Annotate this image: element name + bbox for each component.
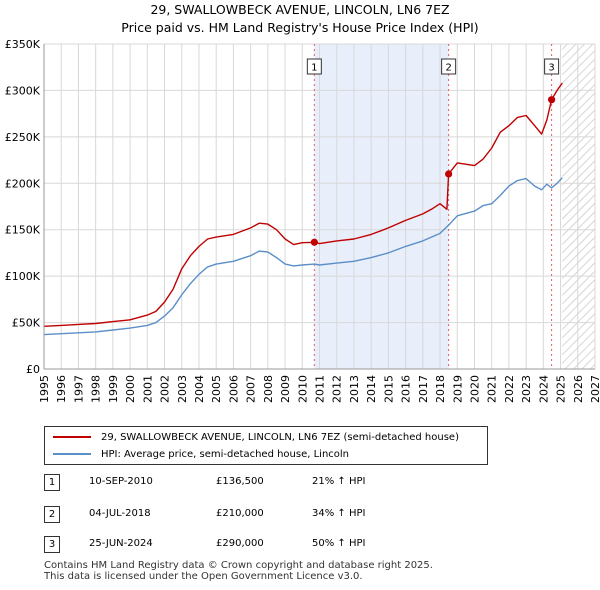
legend-item-price: 29, SWALLOWBECK AVENUE, LINCOLN, LN6 7EZ…: [53, 430, 459, 444]
forecast-hatch-area: [562, 44, 595, 369]
transaction-hpi-change: 50% ↑ HPI: [312, 538, 366, 549]
x-tick-label: 2010: [296, 375, 309, 403]
hpi-line: [43, 177, 563, 336]
y-tick-label: £150K: [5, 224, 41, 237]
transaction-number: 1: [44, 474, 60, 491]
transaction-hpi-change: 21% ↑ HPI: [312, 476, 366, 487]
legend-swatch-hpi: [53, 453, 91, 455]
attribution-footer: Contains HM Land Registry data © Crown c…: [44, 560, 433, 582]
x-tick-label: 2012: [331, 375, 344, 403]
event-label: 3: [548, 63, 554, 74]
legend-item-hpi: HPI: Average price, semi-detached house,…: [53, 447, 349, 461]
x-tick-label: 2015: [382, 375, 395, 403]
x-tick-label: 2021: [486, 375, 499, 403]
x-tick-label: 2019: [451, 375, 464, 403]
x-tick-label: 2023: [520, 375, 533, 403]
x-tick-label: 2001: [141, 375, 154, 403]
x-tick-label: 2016: [400, 375, 413, 403]
price-paid-line: [43, 82, 563, 327]
transaction-number: 3: [44, 536, 60, 553]
y-tick-label: £50K: [12, 317, 41, 330]
x-tick-label: 2014: [365, 375, 378, 403]
x-tick-label: 1999: [107, 375, 120, 403]
y-tick-label: £0: [26, 363, 40, 376]
transaction-price: £290,000: [216, 538, 264, 549]
transaction-date: 25-JUN-2024: [89, 538, 153, 549]
x-tick-label: 2011: [314, 375, 327, 403]
legend-label-hpi: HPI: Average price, semi-detached house,…: [101, 448, 350, 460]
x-tick-label: 2025: [555, 375, 568, 403]
sale-marker: [548, 96, 556, 104]
ownership-period-shade: [314, 44, 449, 369]
y-tick-label: £300K: [5, 84, 41, 97]
x-tick-label: 2008: [262, 375, 275, 403]
x-tick-label: 2006: [227, 375, 240, 403]
x-tick-label: 2003: [176, 375, 189, 403]
y-tick-label: £250K: [5, 131, 41, 144]
event-label-box: [544, 58, 560, 75]
footer-line-2: This data is licensed under the Open Gov…: [44, 571, 363, 582]
y-tick-label: £350K: [5, 38, 41, 51]
x-tick-label: 1997: [72, 375, 85, 403]
x-tick-label: 2000: [124, 375, 137, 403]
legend-swatch-price: [53, 436, 91, 438]
x-tick-label: 2007: [245, 375, 258, 403]
transaction-price: £136,500: [216, 476, 264, 487]
event-label: 2: [445, 63, 451, 74]
table-row: 3 25-JUN-2024 £290,000 50% ↑ HPI: [44, 536, 444, 554]
transaction-price: £210,000: [216, 508, 264, 519]
footer-line-1: Contains HM Land Registry data © Crown c…: [44, 560, 433, 571]
x-tick-label: 1995: [38, 375, 51, 403]
x-tick-label: 2013: [348, 375, 361, 403]
chart-title-line2: Price paid vs. HM Land Registry's House …: [121, 20, 479, 35]
sale-marker: [310, 238, 318, 246]
x-tick-label: 2005: [210, 375, 223, 403]
chart-title-line1: 29, SWALLOWBECK AVENUE, LINCOLN, LN6 7EZ: [150, 2, 450, 17]
x-tick-label: 2004: [193, 375, 206, 403]
x-tick-label: 2002: [159, 375, 172, 403]
x-tick-label: 2017: [417, 375, 430, 403]
legend-label-price: 29, SWALLOWBECK AVENUE, LINCOLN, LN6 7EZ…: [101, 431, 459, 443]
table-row: 1 10-SEP-2010 £136,500 21% ↑ HPI: [44, 474, 444, 492]
x-tick-label: 1996: [55, 375, 68, 403]
transaction-date: 10-SEP-2010: [89, 476, 153, 487]
x-tick-label: 2018: [434, 375, 447, 403]
sale-marker: [445, 170, 453, 178]
y-tick-label: £100K: [5, 270, 41, 283]
event-label-box: [441, 58, 457, 75]
table-row: 2 04-JUL-2018 £210,000 34% ↑ HPI: [44, 506, 444, 524]
x-tick-label: 2026: [572, 375, 585, 403]
transaction-number: 2: [44, 506, 60, 523]
x-tick-label: 2022: [503, 375, 516, 403]
y-tick-label: £200K: [5, 177, 41, 190]
transaction-hpi-change: 34% ↑ HPI: [312, 508, 366, 519]
event-label-box: [306, 58, 322, 75]
chart-legend: 29, SWALLOWBECK AVENUE, LINCOLN, LN6 7EZ…: [44, 426, 488, 465]
event-label: 1: [311, 63, 317, 74]
transaction-date: 04-JUL-2018: [89, 508, 151, 519]
x-tick-label: 2027: [589, 375, 600, 403]
price-chart: 1 2 3 £0 £50K £100K £150K £200K £250K £300K £350K…: [5, 38, 600, 403]
x-tick-label: 2020: [468, 375, 481, 403]
x-tick-label: 1998: [90, 375, 103, 403]
x-tick-label: 2009: [279, 375, 292, 403]
x-tick-label: 2024: [537, 375, 550, 403]
